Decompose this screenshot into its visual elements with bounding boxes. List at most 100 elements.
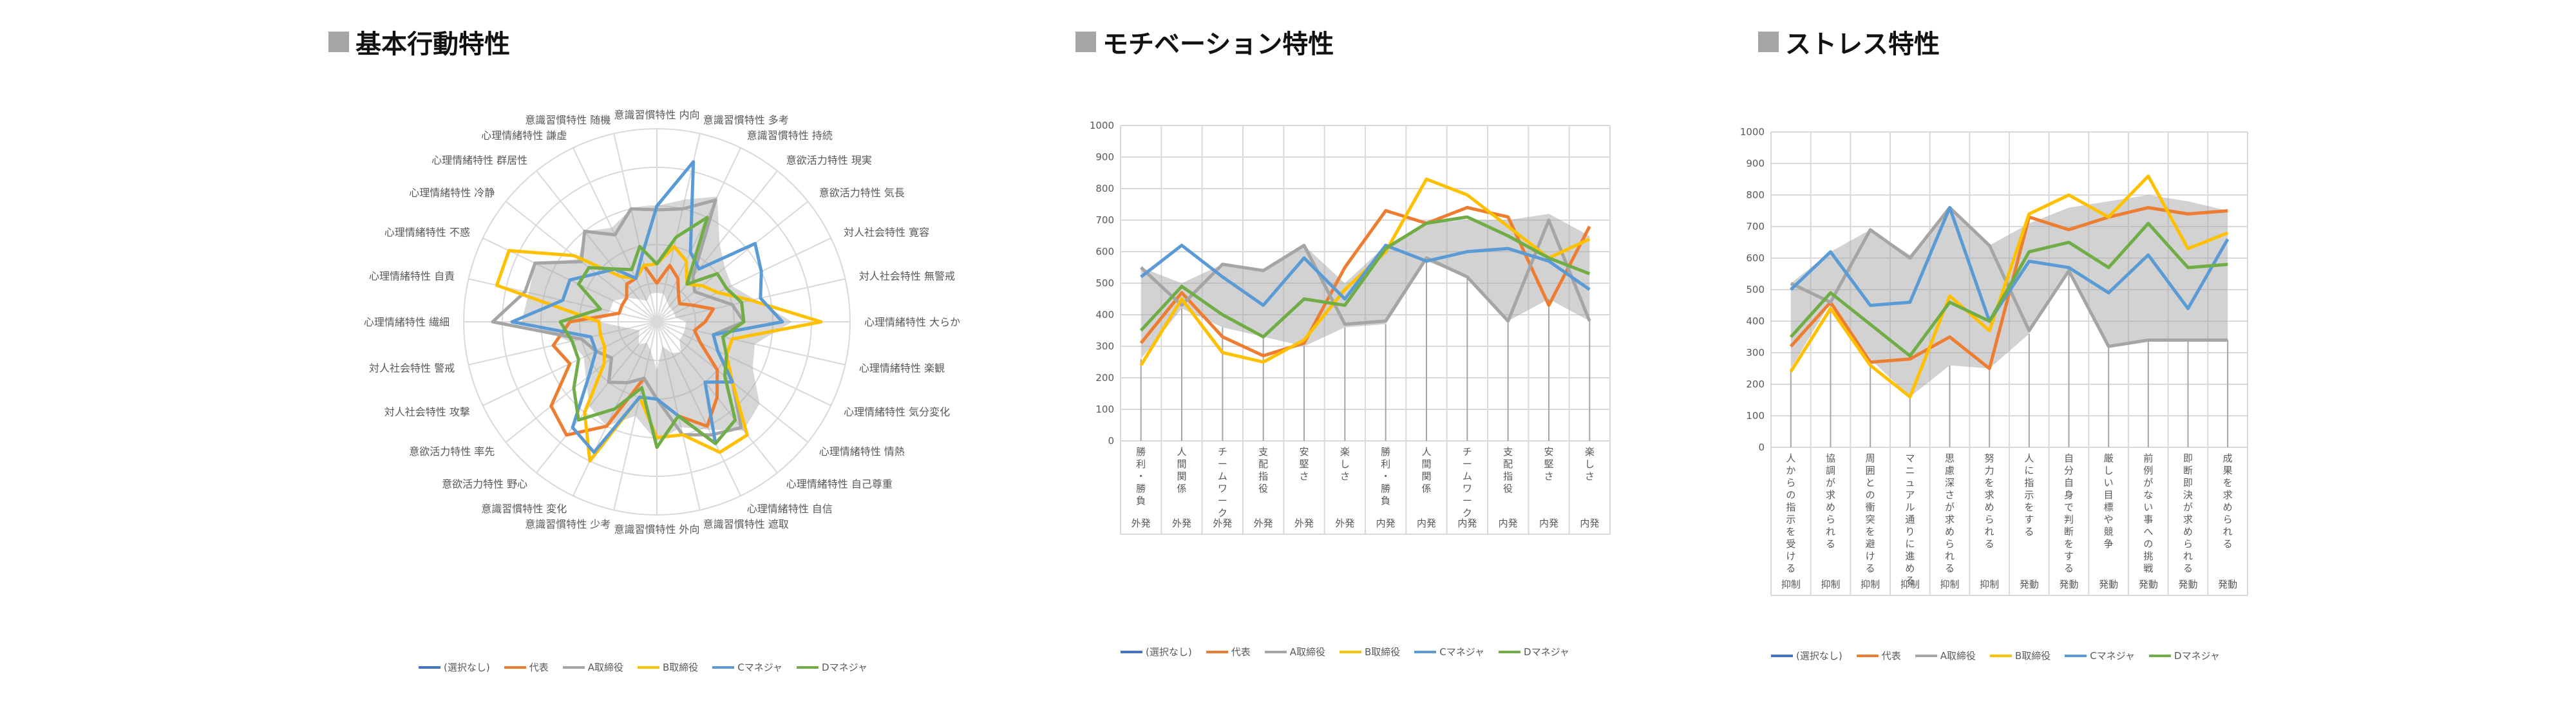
radar-axis-label: 対人社会特性 攻撃 bbox=[384, 406, 470, 418]
category-label-char: に bbox=[2024, 465, 2034, 476]
radar-axis-label: 意識習慣特性 多考 bbox=[703, 114, 789, 126]
group-label: 外発 bbox=[1213, 517, 1232, 529]
category-label-char: め bbox=[2223, 501, 2233, 513]
category-label-char: 役 bbox=[1503, 483, 1513, 494]
radar-axis-label: 心理情緒特性 繊細 bbox=[364, 316, 450, 328]
category-label-char: ら bbox=[1985, 514, 1994, 525]
title-square-icon bbox=[328, 32, 349, 52]
category-label-char: 例 bbox=[2143, 465, 2153, 476]
category-label: 人間関係 bbox=[1421, 446, 1431, 494]
category-label-char: 断 bbox=[2183, 465, 2193, 476]
category-label-char: 支 bbox=[1258, 446, 1268, 458]
category-label-char: 努 bbox=[1985, 452, 1994, 464]
legend-label: 代表 bbox=[1881, 650, 1901, 662]
legend-item: (選択なし) bbox=[1771, 649, 1842, 662]
category-label-char: 支 bbox=[1503, 446, 1513, 458]
legend-item: (選択なし) bbox=[419, 660, 490, 674]
legend-swatch-icon bbox=[1856, 654, 1879, 657]
category-label: 協調が求められる bbox=[1826, 452, 1835, 550]
stress-title-text: ストレス特性 bbox=[1785, 30, 1940, 59]
group-label: 発動 bbox=[2218, 579, 2237, 590]
legend-label: Cマネジャ bbox=[2090, 650, 2136, 662]
y-tick-label: 700 bbox=[1746, 221, 1765, 232]
category-label-char: け bbox=[1786, 550, 1795, 562]
radar-axis-label: 心理情緒特性 気分変化 bbox=[844, 406, 950, 418]
category-label-char: ら bbox=[2183, 538, 2193, 550]
radar-axis-label: 対人社会特性 警戒 bbox=[369, 362, 455, 375]
radar-spoke bbox=[505, 321, 658, 443]
category-label-char: す bbox=[2064, 550, 2074, 562]
category-label-char: 決 bbox=[2183, 489, 2193, 501]
category-label-char: れ bbox=[2183, 550, 2193, 562]
category-label-char: 役 bbox=[1258, 483, 1268, 494]
category-label-char: ー bbox=[1218, 495, 1227, 507]
radar-axis-label: 意識習慣特性 少考 bbox=[525, 518, 611, 530]
category-label-char: さ bbox=[1585, 470, 1595, 482]
stress-chart: 01002003004005006007008009001000人からの指示を受… bbox=[1740, 126, 2248, 596]
legend-item: 代表 bbox=[504, 660, 549, 674]
stress-legend: (選択なし) 代表 A取締役 B取締役 Cマネジャ Dマネジャ bbox=[1771, 649, 2234, 662]
series-line bbox=[1790, 206, 2230, 323]
category-label-char: チ bbox=[1218, 446, 1227, 458]
legend-swatch-icon bbox=[1414, 650, 1437, 653]
category-label-char: 身 bbox=[2064, 489, 2074, 501]
legend-label: A取締役 bbox=[1289, 646, 1325, 658]
legend-swatch-icon bbox=[712, 666, 735, 669]
group-label: 発動 bbox=[2178, 579, 2197, 590]
group-label: 外発 bbox=[1254, 517, 1273, 529]
radar-axis-label: 意識習慣特性 外向 bbox=[614, 523, 699, 536]
category-label-char: ム bbox=[1463, 470, 1472, 482]
radar-axis-label: 心理情緒特性 冷静 bbox=[409, 187, 495, 199]
category-label-char: を bbox=[2064, 538, 2074, 550]
motivation-legend: (選択なし) 代表 A取締役 B取締役 Cマネジャ Dマネジャ bbox=[1121, 645, 1584, 658]
category-label: 周囲との衝突を避ける bbox=[1866, 452, 1875, 574]
category-label-char: 指 bbox=[2024, 477, 2034, 489]
category-label-char: る bbox=[2024, 526, 2034, 537]
category-label: 人間関係 bbox=[1177, 446, 1186, 494]
category-label-char: ー bbox=[1463, 495, 1472, 507]
category-label-char: 断 bbox=[2064, 526, 2074, 537]
y-tick-label: 100 bbox=[1746, 410, 1765, 422]
category-label-char: 楽 bbox=[1585, 446, 1595, 458]
radar-axis-label: 心理情緒特性 自己尊重 bbox=[786, 478, 893, 490]
legend-label: Dマネジャ bbox=[1524, 646, 1569, 658]
category-label-char: ・ bbox=[1381, 470, 1390, 482]
legend-item: A取締役 bbox=[562, 660, 623, 674]
radar-axis-label: 心理情緒特性 楽観 bbox=[859, 362, 945, 375]
category-label-char: が bbox=[2183, 501, 2193, 513]
legend-label: Cマネジャ bbox=[1439, 646, 1485, 658]
group-label: 抑制 bbox=[1980, 579, 1999, 590]
group-label: 発動 bbox=[2139, 579, 2158, 590]
category-label-char: さ bbox=[1544, 470, 1553, 482]
y-tick-label: 1000 bbox=[1740, 126, 1765, 138]
legend-label: 代表 bbox=[1231, 646, 1251, 658]
y-tick-label: 600 bbox=[1746, 252, 1765, 264]
category-label-char: り bbox=[1905, 526, 1915, 537]
series-line bbox=[1140, 243, 1591, 307]
category-label-char: し bbox=[1340, 458, 1350, 470]
y-tick-label: 700 bbox=[1095, 214, 1114, 226]
category-label: 努力を求められる bbox=[1985, 452, 1994, 550]
category-label-char: 自 bbox=[2064, 452, 2074, 464]
y-tick-label: 300 bbox=[1095, 340, 1114, 352]
legend-item: 代表 bbox=[1206, 645, 1251, 658]
radar-axis-label: 意識習慣特性 持続 bbox=[747, 129, 833, 142]
series-line bbox=[1789, 174, 2229, 399]
legend-label: B取締役 bbox=[1365, 646, 1401, 658]
category-label-char: い bbox=[2143, 501, 2153, 513]
legend-swatch-icon bbox=[2149, 654, 2172, 657]
category-label-char: る bbox=[1985, 538, 1994, 550]
category-label-char: 堅 bbox=[1299, 458, 1309, 470]
legend-swatch-icon bbox=[1264, 650, 1287, 653]
legend-swatch-icon bbox=[1206, 650, 1228, 653]
legend-label: 代表 bbox=[529, 662, 549, 673]
category-label-char: 負 bbox=[1136, 495, 1146, 507]
category-label-char: 指 bbox=[1503, 470, 1513, 482]
category-label-char: め bbox=[2183, 526, 2193, 537]
group-label: 外発 bbox=[1335, 517, 1354, 529]
category-label: 勝利・勝負 bbox=[1136, 446, 1146, 507]
category-label-char: 即 bbox=[2183, 477, 2193, 489]
y-tick-label: 200 bbox=[1095, 372, 1114, 384]
category-label-char: 間 bbox=[1421, 458, 1431, 470]
category-label: 成果を求められる bbox=[2223, 452, 2233, 550]
